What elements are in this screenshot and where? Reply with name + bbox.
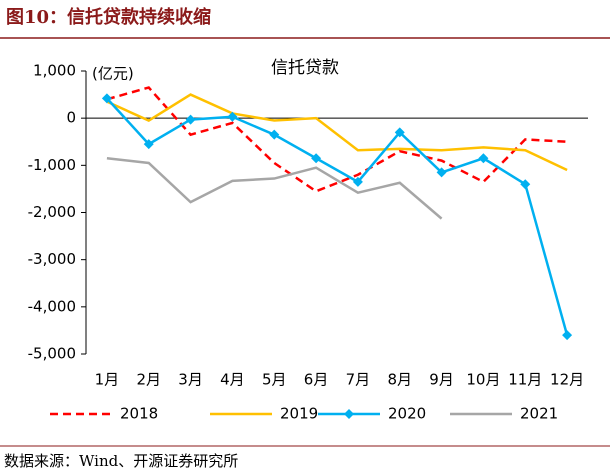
- legend-marker: [344, 409, 354, 419]
- legend-label: 2020: [388, 405, 426, 423]
- x-tick-label: 4月: [220, 371, 245, 389]
- point-marker: [143, 139, 154, 150]
- y-tick-label: 1,000: [33, 62, 76, 80]
- x-tick-label: 11月: [508, 371, 542, 389]
- y-tick-label: -2,000: [28, 203, 76, 221]
- legend-label: 2019: [280, 405, 318, 423]
- y-tick-label: -3,000: [28, 250, 76, 268]
- y-tick-label: -4,000: [28, 297, 76, 315]
- point-marker: [227, 111, 238, 122]
- series-line: [105, 97, 569, 336]
- y-tick-label: -1,000: [28, 156, 76, 174]
- x-tick-label: 8月: [387, 371, 412, 389]
- legend-label: 2021: [520, 405, 558, 423]
- point-marker: [311, 153, 322, 164]
- point-marker: [352, 176, 363, 187]
- point-marker: [436, 167, 447, 178]
- x-tick-label: 1月: [95, 371, 120, 389]
- chart-title: 信托贷款: [271, 58, 339, 78]
- point-marker: [520, 179, 531, 190]
- source-note: 数据来源：Wind、开源证券研究所: [4, 452, 238, 470]
- x-tick-label: 12月: [550, 371, 584, 389]
- point-marker: [478, 153, 489, 164]
- point-marker: [562, 330, 573, 341]
- point-marker: [101, 93, 112, 104]
- x-tick-label: 9月: [429, 371, 454, 389]
- x-tick-label: 7月: [346, 371, 371, 389]
- series-line: [106, 157, 443, 220]
- x-tick-label: 5月: [262, 371, 287, 389]
- series-line: [106, 93, 568, 172]
- point-marker: [394, 127, 405, 138]
- point-marker: [185, 114, 196, 125]
- x-tick-label: 3月: [178, 371, 203, 389]
- figure-title: 图10：信托贷款持续收缩: [6, 6, 211, 28]
- point-marker: [269, 129, 280, 140]
- x-tick-label: 6月: [304, 371, 329, 389]
- y-tick-label: 0: [66, 109, 76, 127]
- y-axis-label: (亿元): [92, 65, 134, 83]
- y-tick-label: -5,000: [28, 345, 76, 363]
- x-tick-label: 10月: [466, 371, 500, 389]
- legend-label: 2018: [120, 405, 158, 423]
- x-tick-label: 2月: [136, 371, 161, 389]
- series-line: [106, 86, 568, 193]
